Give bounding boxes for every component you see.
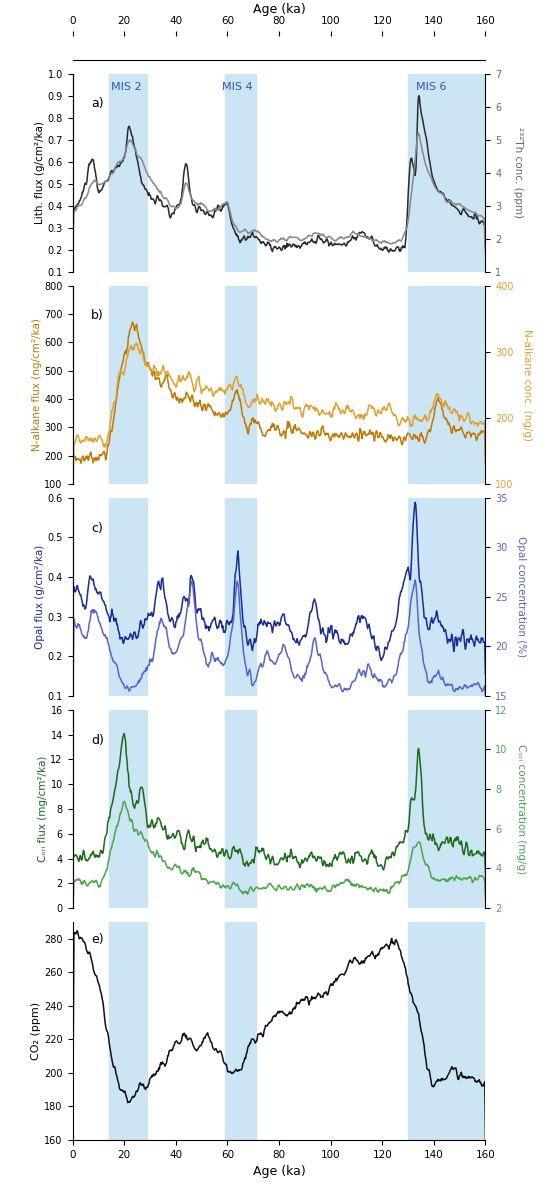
Text: MIS 2: MIS 2 (112, 82, 142, 91)
Text: MIS 6: MIS 6 (416, 82, 446, 91)
Bar (225, 286, 256, 484)
Text: MIS 4: MIS 4 (223, 82, 253, 91)
Bar (109, 73, 147, 272)
Text: d): d) (91, 733, 104, 746)
Bar (408, 286, 485, 484)
Y-axis label: N-alkane conc. (ng/g): N-alkane conc. (ng/g) (522, 329, 532, 440)
Bar (225, 710, 256, 908)
Y-axis label: N-alkane flux (ng/cm²/ka): N-alkane flux (ng/cm²/ka) (32, 318, 41, 451)
Bar (408, 922, 485, 1140)
Bar (408, 73, 485, 272)
Bar (109, 498, 147, 696)
Bar (408, 710, 485, 908)
Text: c): c) (91, 522, 103, 534)
Y-axis label: Opal concentration (%): Opal concentration (%) (516, 536, 526, 658)
Text: b): b) (91, 310, 104, 323)
Y-axis label: Cₒᵣᵢ flux (mg/cm²/ka): Cₒᵣᵢ flux (mg/cm²/ka) (38, 756, 47, 862)
Y-axis label: Lith. flux (g/cm²/ka): Lith. flux (g/cm²/ka) (35, 121, 45, 224)
Bar (109, 922, 147, 1140)
Text: a): a) (91, 97, 104, 110)
Y-axis label: Opal flux (g/cm²/ka): Opal flux (g/cm²/ka) (35, 545, 45, 649)
X-axis label: Age (ka): Age (ka) (253, 4, 305, 17)
Bar (225, 922, 256, 1140)
Bar (109, 286, 147, 484)
Y-axis label: Cₒᵣᵢ concentration (mg/g): Cₒᵣᵢ concentration (mg/g) (516, 744, 526, 874)
Bar (225, 73, 256, 272)
Y-axis label: ²³²Th conc. (ppm): ²³²Th conc. (ppm) (513, 127, 522, 218)
X-axis label: Age (ka): Age (ka) (253, 1165, 305, 1178)
Bar (408, 498, 485, 696)
Bar (225, 498, 256, 696)
Text: e): e) (91, 932, 104, 946)
Y-axis label: CO₂ (ppm): CO₂ (ppm) (31, 1002, 41, 1060)
Bar (109, 710, 147, 908)
